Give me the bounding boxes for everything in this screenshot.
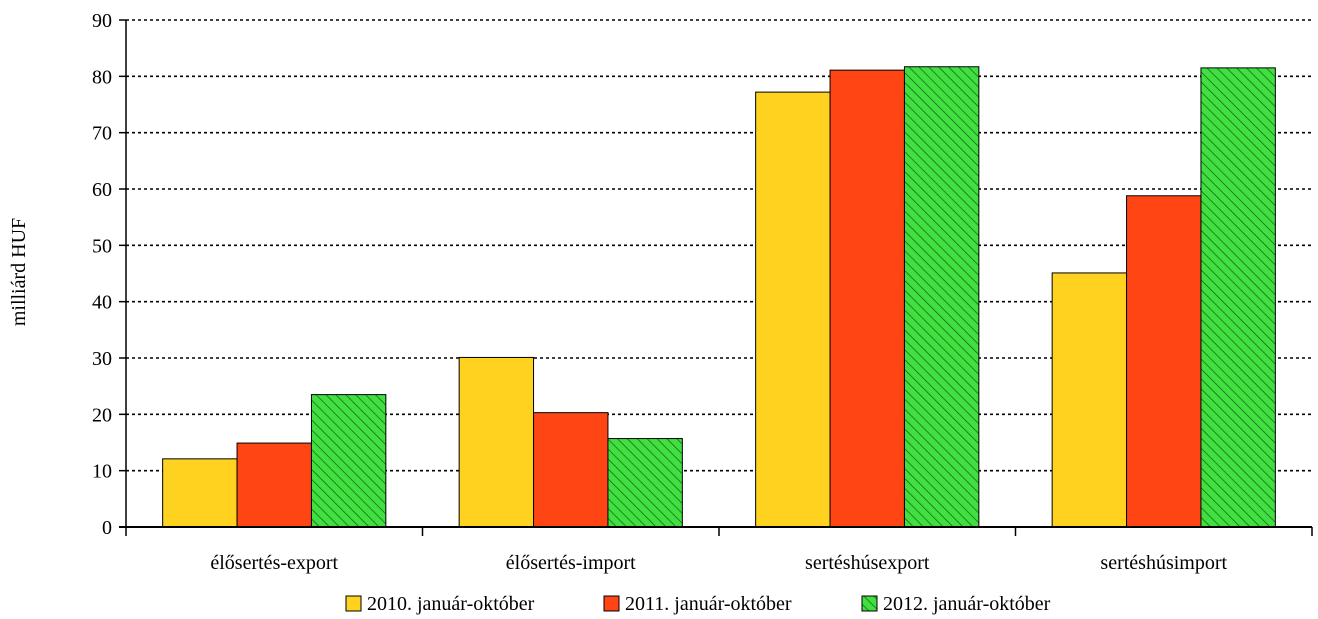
bar [755,91,831,528]
x-category-label: sertéshúsexport [805,552,930,574]
bar [533,412,609,528]
legend-swatch [345,595,362,612]
x-category-label: élősertés-import [506,552,636,574]
x-category-label: élősertés-export [210,552,338,574]
legend-swatch [603,595,620,612]
y-axis-label: milliárd HUF [8,218,30,326]
y-tick-label: 90 [92,10,112,32]
legend-label: 2011. január-október [625,593,792,615]
bar [310,394,387,528]
bars [162,66,1276,528]
bar [236,442,312,528]
bar [903,66,980,528]
y-tick-label: 80 [92,66,112,88]
y-tick-labels: 0 10 20 30 40 50 60 70 80 90 [92,10,112,539]
axes [119,19,1313,536]
y-tick-label: 70 [92,123,112,145]
bar [607,438,683,528]
legend-swatch [861,595,878,612]
bar [829,69,905,528]
x-category-labels: élősertés-export élősertés-import sertéshú… [210,552,1227,574]
y-tick-label: 10 [92,461,112,483]
legend-label: 2010. január-október [367,593,535,615]
bar [162,458,238,528]
y-tick-label: 40 [92,292,112,314]
x-category-label: sertéshúsimport [1100,552,1227,574]
legend-label: 2012. január-október [883,593,1051,615]
y-tick-label: 30 [92,348,112,370]
y-tick-label: 50 [92,235,112,257]
bar [1126,195,1202,528]
y-tick-label: 20 [92,404,112,426]
bar [1051,272,1128,528]
bar [1200,67,1276,528]
y-tick-label: 60 [92,179,112,201]
legend: 2010. január-október 2011. január-október… [345,593,1051,615]
y-tick-label: 0 [102,517,112,539]
bar [458,356,535,528]
